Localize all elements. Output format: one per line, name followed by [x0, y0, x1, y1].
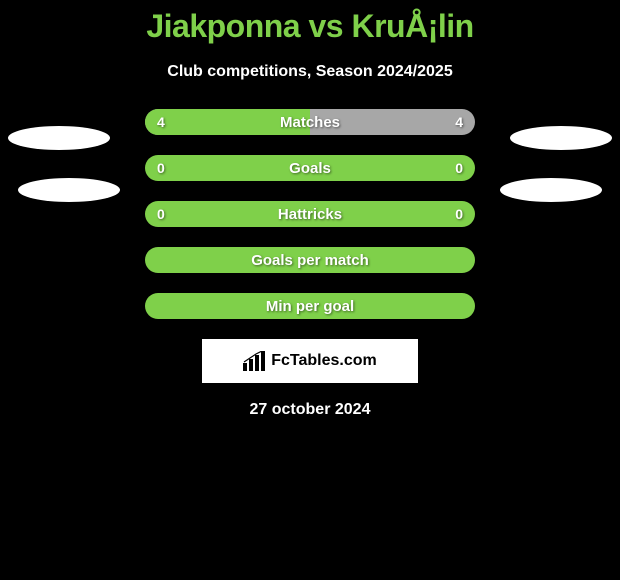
stat-row-matches: 4 Matches 4 [145, 109, 475, 135]
bar-chart-icon [243, 351, 265, 371]
stat-right-value: 4 [455, 114, 463, 130]
stat-left-value: 0 [157, 160, 165, 176]
stat-right-value: 0 [455, 206, 463, 222]
stat-left-value: 4 [157, 114, 165, 130]
footer-date: 27 october 2024 [250, 401, 371, 419]
brand-badge: FcTables.com [202, 339, 418, 383]
stat-label: Min per goal [266, 298, 354, 315]
stat-left-value: 0 [157, 206, 165, 222]
stat-label: Matches [280, 114, 340, 131]
brand-text: FcTables.com [271, 352, 377, 370]
stats-rows: 4 Matches 4 0 Goals 0 0 Hattricks 0 Goal… [0, 109, 620, 319]
stat-label: Goals [289, 160, 331, 177]
stat-row-goals: 0 Goals 0 [145, 155, 475, 181]
stat-row-min-per-goal: Min per goal [145, 293, 475, 319]
main-container: Jiakponna vs KruÅ¡lin Club competitions,… [0, 0, 620, 419]
stat-row-hattricks: 0 Hattricks 0 [145, 201, 475, 227]
stat-right-value: 0 [455, 160, 463, 176]
stat-label: Goals per match [251, 252, 369, 269]
page-subtitle: Club competitions, Season 2024/2025 [167, 63, 452, 81]
page-title: Jiakponna vs KruÅ¡lin [146, 8, 473, 45]
stat-label: Hattricks [278, 206, 342, 223]
stat-row-goals-per-match: Goals per match [145, 247, 475, 273]
